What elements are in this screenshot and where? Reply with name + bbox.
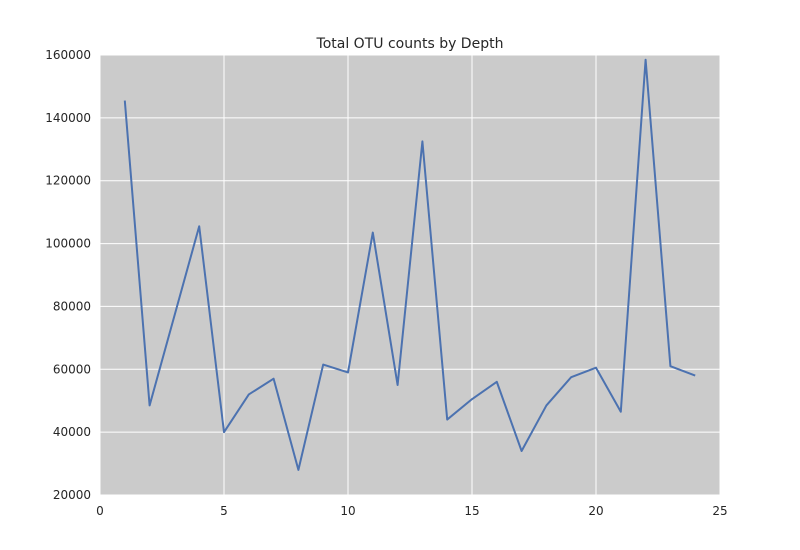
gridlines bbox=[99, 54, 721, 496]
y-tick-label: 60000 bbox=[53, 362, 91, 376]
x-tick-label: 5 bbox=[220, 504, 228, 518]
y-tick-label: 100000 bbox=[45, 237, 91, 251]
chart-title: Total OTU counts by Depth bbox=[316, 36, 504, 52]
x-tick-label: 25 bbox=[712, 504, 727, 518]
x-tick-label: 0 bbox=[96, 504, 104, 518]
y-tick-label: 140000 bbox=[45, 111, 91, 125]
y-tick-label: 160000 bbox=[45, 48, 91, 62]
y-tick-label: 20000 bbox=[53, 488, 91, 502]
plot-area bbox=[100, 55, 720, 495]
y-tick-label: 40000 bbox=[53, 425, 91, 439]
tick-labels: 0 5 10 15 20 25 20000 40000 60000 80000 100000 1200… bbox=[45, 48, 727, 518]
x-tick-label: 20 bbox=[588, 504, 603, 518]
y-tick-label: 80000 bbox=[53, 299, 91, 313]
y-tick-label: 120000 bbox=[45, 174, 91, 188]
x-tick-label: 15 bbox=[464, 504, 479, 518]
series-line bbox=[123, 58, 696, 471]
x-tick-label: 10 bbox=[340, 504, 355, 518]
